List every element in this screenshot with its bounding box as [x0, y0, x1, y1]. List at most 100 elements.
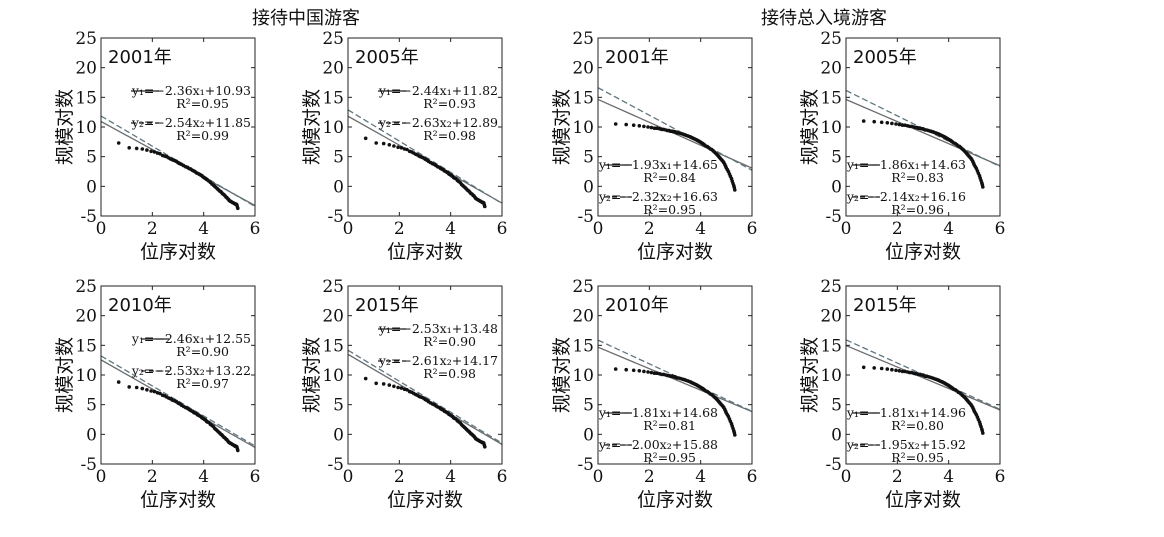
data-point [646, 370, 650, 374]
x-axis-label: 位序对数 [637, 241, 713, 263]
fit-line-solid [846, 344, 1000, 411]
data-point [387, 143, 392, 147]
y-tick-label: 25 [75, 277, 97, 297]
y-tick-label: 25 [572, 277, 594, 297]
fit-line-solid [598, 346, 752, 413]
x-tick-label: 0 [96, 219, 107, 239]
y-tick-label: -5 [577, 207, 594, 227]
x-tick-label: 6 [747, 467, 758, 487]
data-point [981, 185, 985, 189]
y-tick-label: 5 [583, 396, 594, 416]
data-point [483, 204, 487, 209]
legend-r2: R²=0.95 [643, 202, 696, 217]
data-point [900, 369, 905, 374]
legend-equation: y₁=−1.86x₁+14.63 [846, 157, 966, 172]
y-tick-label: 10 [322, 366, 344, 386]
data-point [652, 126, 657, 130]
x-tick-label: 2 [644, 219, 655, 239]
data-point [236, 448, 240, 453]
year-label: 2001年 [605, 47, 669, 68]
data-point [116, 141, 121, 145]
data-point [624, 367, 628, 372]
y-tick-label: 10 [75, 366, 97, 386]
x-tick-label: 0 [841, 219, 852, 239]
data-point [642, 369, 646, 374]
legend-equation: y₂=−2.54x₂+11.85 [131, 115, 251, 130]
data-point [637, 369, 642, 373]
y-tick-label: 25 [322, 277, 344, 297]
data-point [613, 122, 618, 126]
x-axis-label: 位序对数 [387, 489, 463, 511]
legend-equation: y₁=−2.36x₁+10.93 [131, 83, 251, 98]
y-tick-label: 15 [75, 88, 97, 108]
y-tick-label: -5 [327, 207, 344, 227]
data-point [900, 123, 905, 127]
y-tick-label: 5 [831, 396, 842, 416]
y-tick-label: 20 [322, 59, 344, 79]
data-point [897, 369, 902, 373]
legend-r2: R²=0.99 [176, 128, 229, 143]
y-tick-label: 25 [572, 29, 594, 49]
y-tick-label: 25 [820, 29, 842, 49]
x-tick-label: 0 [343, 467, 354, 487]
legend-equation: y₂=−2.00x₂+15.88 [598, 437, 718, 452]
legend-equation: y₂=−2.14x₂+16.16 [846, 189, 966, 204]
x-axis-label: 位序对数 [140, 489, 216, 511]
data-point [116, 380, 121, 384]
x-tick-label: 4 [695, 219, 706, 239]
y-tick-label: -5 [327, 455, 344, 475]
data-point [392, 144, 396, 148]
data-point [405, 147, 409, 152]
y-axis-label: 规模对数 [799, 89, 821, 165]
x-tick-label: 4 [943, 219, 954, 239]
y-tick-label: 0 [333, 177, 344, 197]
data-point [363, 376, 368, 381]
fit-line-solid [846, 98, 1000, 167]
legend-equation: y₂=−2.32x₂+16.63 [598, 189, 718, 204]
data-point [890, 367, 894, 372]
x-tick-label: 2 [147, 467, 158, 487]
data-point [652, 371, 657, 376]
y-tick-label: 5 [583, 148, 594, 168]
y-axis-label: 规模对数 [301, 89, 323, 165]
data-point [885, 367, 890, 371]
x-tick-label: 6 [995, 219, 1006, 239]
data-point [145, 148, 149, 152]
y-tick-label: 20 [322, 307, 344, 327]
data-point [396, 385, 400, 390]
y-tick-label: 25 [322, 29, 344, 49]
data-point [134, 385, 139, 390]
x-tick-label: 2 [892, 219, 903, 239]
data-point [624, 122, 628, 127]
data-point [733, 188, 737, 192]
legend-r2: R²=0.90 [176, 344, 229, 359]
fit-line-dashed [348, 109, 502, 205]
legend-r2: R²=0.95 [643, 450, 696, 465]
data-point [637, 124, 642, 128]
data-point [642, 124, 646, 129]
data-point [897, 122, 902, 127]
data-point [236, 206, 240, 211]
legend-r2: R²=0.93 [423, 96, 476, 111]
x-tick-label: 6 [250, 219, 261, 239]
data-point [399, 146, 404, 150]
legend-r2: R²=0.84 [643, 170, 696, 185]
data-point [392, 384, 396, 389]
x-tick-label: 0 [593, 467, 604, 487]
y-tick-label: 0 [86, 425, 97, 445]
y-tick-label: -5 [80, 207, 97, 227]
x-tick-label: 6 [250, 467, 261, 487]
y-tick-label: 15 [572, 336, 594, 356]
y-tick-label: 10 [820, 118, 842, 138]
data-point [613, 367, 618, 371]
data-point [890, 121, 894, 126]
data-point [483, 445, 487, 449]
y-tick-label: 20 [572, 59, 594, 79]
data-point [149, 149, 153, 154]
y-tick-label: 25 [75, 29, 97, 49]
legend-r2: R²=0.81 [643, 418, 696, 433]
data-point [134, 146, 139, 151]
y-tick-label: 20 [820, 59, 842, 79]
